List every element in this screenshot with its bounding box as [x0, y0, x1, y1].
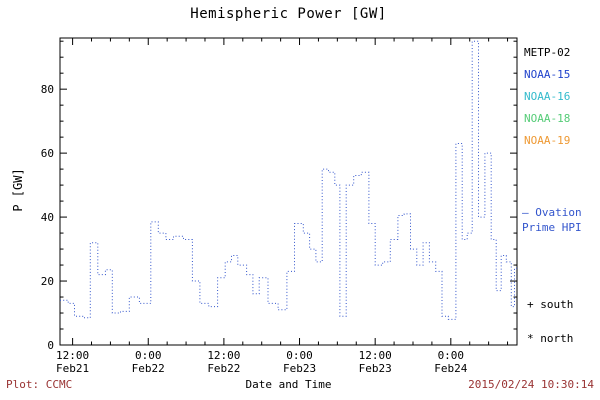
svg-text:0:00: 0:00: [286, 349, 313, 362]
chart-title: Hemispheric Power [GW]: [190, 6, 387, 22]
legend: METP-02 NOAA-15 NOAA-16 NOAA-18 NOAA-19: [524, 42, 570, 152]
svg-text:60: 60: [41, 147, 54, 160]
x-axis-label: Date and Time: [245, 378, 332, 391]
x-axis-ticks: 12:00Feb210:00Feb2212:00Feb220:00Feb2312…: [56, 38, 509, 375]
y-axis-ticks: 0 20 40 60 80: [41, 40, 517, 352]
north-marker-key: * north: [527, 332, 574, 345]
svg-text:80: 80: [41, 83, 54, 96]
svg-text:20: 20: [41, 275, 54, 288]
svg-text:0: 0: [47, 339, 54, 352]
legend-item-noaa-16: NOAA-16: [524, 90, 571, 103]
svg-text:Feb22: Feb22: [132, 362, 165, 375]
legend-item-noaa-15: NOAA-15: [524, 68, 571, 81]
svg-text:Feb23: Feb23: [359, 362, 392, 375]
svg-text:Feb24: Feb24: [434, 362, 467, 375]
svg-text:Feb22: Feb22: [207, 362, 240, 375]
ovation-label-line1: — Ovation: [522, 206, 582, 219]
svg-text:0:00: 0:00: [438, 349, 465, 362]
svg-text:Feb21: Feb21: [56, 362, 89, 375]
ovation-label-line2: Prime HPI: [522, 221, 582, 234]
svg-text:12:00: 12:00: [207, 349, 240, 362]
timestamp: 2015/02/24 10:30:14: [468, 378, 594, 391]
axes-box: [59, 37, 518, 346]
plot-source: Plot: CCMC: [6, 378, 73, 391]
ovation-line-label: — Ovation Prime HPI: [522, 205, 582, 235]
south-marker-key: + south: [527, 298, 574, 311]
legend-item-noaa-19: NOAA-19: [524, 134, 571, 147]
legend-item-noaa-18: NOAA-18: [524, 112, 571, 125]
hpi-step-line: [60, 40, 517, 320]
svg-text:0:00: 0:00: [135, 349, 162, 362]
legend-item-metp-02: METP-02: [524, 46, 571, 59]
svg-text:12:00: 12:00: [56, 349, 89, 362]
svg-text:12:00: 12:00: [359, 349, 392, 362]
svg-text:Feb23: Feb23: [283, 362, 316, 375]
svg-text:40: 40: [41, 211, 54, 224]
